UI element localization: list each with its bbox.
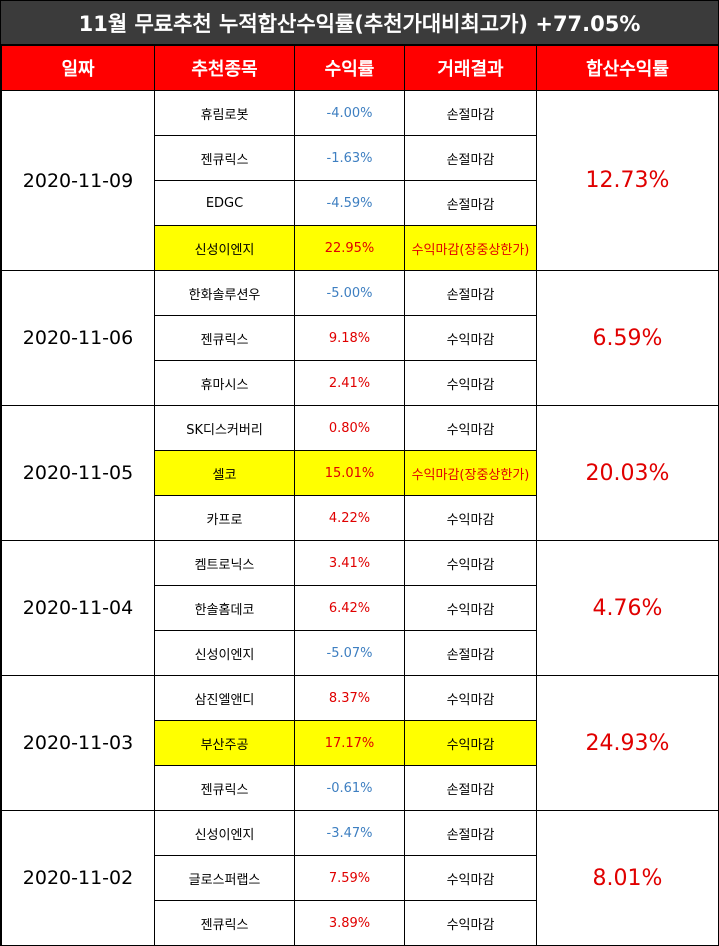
date-cell: 2020-11-02 [1,810,155,946]
stock-name-cell: 신성이엔지 [154,225,295,271]
trade-result-cell: 수익마감(장중상한가) [404,225,537,271]
stock-name-cell: 한솔홈데코 [154,585,295,631]
table-row: 2020-11-09 휴림로봇 -4.00% 손절마감 12.73% [1,90,719,271]
table-row: 한솔홈데코 6.42% 수익마감 [2,585,719,631]
return-cell: 17.17% [294,720,405,766]
stock-name-cell: 휴마시스 [154,360,295,406]
date-cell: 2020-11-09 [1,90,155,271]
return-cell: 2.41% [294,360,405,406]
stock-name-cell: 휴림로봇 [154,90,295,136]
table-row: 신성이엔지 -5.07% 손절마감 [2,630,719,676]
return-cell: 3.41% [294,540,405,586]
total-return-cell: 8.01% [536,810,719,946]
trade-result-cell: 수익마감 [404,360,537,406]
table-row: EDGC -4.59% 손절마감 [2,180,719,226]
stock-name-cell: 카프로 [154,495,295,541]
return-cell: -3.47% [294,810,405,856]
return-cell: 6.42% [294,585,405,631]
return-cell: -5.07% [294,630,405,676]
return-cell: -4.59% [294,180,405,226]
return-cell: 4.22% [294,495,405,541]
trade-result-cell: 수익마감 [404,495,537,541]
trade-result-cell: 수익마감 [404,900,537,946]
stock-name-cell: 신성이엔지 [154,810,295,856]
table-row: 신성이엔지 22.95% 수익마감(장중상한가) [2,225,719,271]
trade-result-cell: 손절마감 [404,765,537,811]
trade-result-cell: 손절마감 [404,270,537,316]
return-cell: 3.89% [294,900,405,946]
stock-name-cell: 젠큐릭스 [154,900,295,946]
stock-name-cell: EDGC [154,180,295,226]
date-cell: 2020-11-03 [1,675,155,811]
return-cell: 8.37% [294,675,405,721]
stock-name-cell: 삼진엘앤디 [154,675,295,721]
header-total-return: 합산수익률 [536,45,719,91]
stock-name-cell: 한화솔루션우 [154,270,295,316]
trade-result-cell: 수익마감 [404,585,537,631]
recommendation-table: 일짜 추천종목 수익률 거래결과 합산수익률 2020-11-09 휴림로봇 -4.… [1,45,719,946]
table-row: 젠큐릭스 -0.61% 손절마감 [2,765,719,811]
stock-name-cell: 신성이엔지 [154,630,295,676]
date-cell: 2020-11-04 [1,540,155,676]
table-row: 젠큐릭스 -1.63% 손절마감 [2,135,719,181]
table-row: 2020-11-05 SK디스커버리 0.80% 수익마감 20.03% [1,405,719,541]
header-result: 거래결과 [404,45,537,91]
table-body: 2020-11-09 휴림로봇 -4.00% 손절마감 12.73% 젠큐릭스 -1.63%… [1,90,719,946]
table-row: 2020-11-02 신성이엔지 -3.47% 손절마감 8.01% [1,810,719,946]
trade-result-cell: 손절마감 [404,810,537,856]
return-cell: 9.18% [294,315,405,361]
total-return-cell: 12.73% [536,90,719,271]
trade-result-cell: 손절마감 [404,135,537,181]
return-cell: 7.59% [294,855,405,901]
table-row: 2020-11-03 삼진엘앤디 8.37% 수익마감 24.93% [1,675,719,811]
stock-name-cell: 젠큐릭스 [154,315,295,361]
page-title: 11월 무료추천 누적합산수익률(추천가대비최고가) +77.05% [1,1,718,45]
trade-result-cell: 손절마감 [404,630,537,676]
total-return-cell: 6.59% [536,270,719,406]
table-row: 부산주공 17.17% 수익마감 [2,720,719,766]
stock-name-cell: 젠큐릭스 [154,135,295,181]
table-row: 셀코 15.01% 수익마감(장중상한가) [2,450,719,496]
stock-name-cell: 부산주공 [154,720,295,766]
trade-result-cell: 수익마감 [404,720,537,766]
return-cell: -1.63% [294,135,405,181]
trade-result-cell: 수익마감 [404,675,537,721]
stock-name-cell: 젠큐릭스 [154,765,295,811]
table-row: 2020-11-06 한화솔루션우 -5.00% 손절마감 6.59% [1,270,719,406]
trade-result-cell: 수익마감(장중상한가) [404,450,537,496]
table-row: 젠큐릭스 9.18% 수익마감 [2,315,719,361]
return-cell: 22.95% [294,225,405,271]
return-cell: -5.00% [294,270,405,316]
date-cell: 2020-11-06 [1,270,155,406]
trade-result-cell: 수익마감 [404,315,537,361]
table-row: 휴마시스 2.41% 수익마감 [2,360,719,406]
trade-result-cell: 수익마감 [404,405,537,451]
trade-result-cell: 손절마감 [404,90,537,136]
date-cell: 2020-11-05 [1,405,155,541]
return-cell: -0.61% [294,765,405,811]
header-date: 일짜 [1,45,155,91]
return-cell: -4.00% [294,90,405,136]
stock-name-cell: 셀코 [154,450,295,496]
return-cell: 15.01% [294,450,405,496]
trade-result-cell: 손절마감 [404,180,537,226]
stock-name-cell: 켐트로닉스 [154,540,295,586]
trade-result-cell: 수익마감 [404,855,537,901]
total-return-cell: 24.93% [536,675,719,811]
trade-result-cell: 수익마감 [404,540,537,586]
table-row: 2020-11-04 켐트로닉스 3.41% 수익마감 4.76% [1,540,719,676]
header-stock: 추천종목 [154,45,295,91]
stock-name-cell: SK디스커버리 [154,405,295,451]
header-return: 수익률 [294,45,405,91]
total-return-cell: 4.76% [536,540,719,676]
return-cell: 0.80% [294,405,405,451]
table-row: 카프로 4.22% 수익마감 [2,495,719,541]
header-row: 일짜 추천종목 수익률 거래결과 합산수익률 [1,45,719,91]
table-row: 젠큐릭스 3.89% 수익마감 [2,900,719,946]
total-return-cell: 20.03% [536,405,719,541]
stock-name-cell: 글로스퍼랩스 [154,855,295,901]
